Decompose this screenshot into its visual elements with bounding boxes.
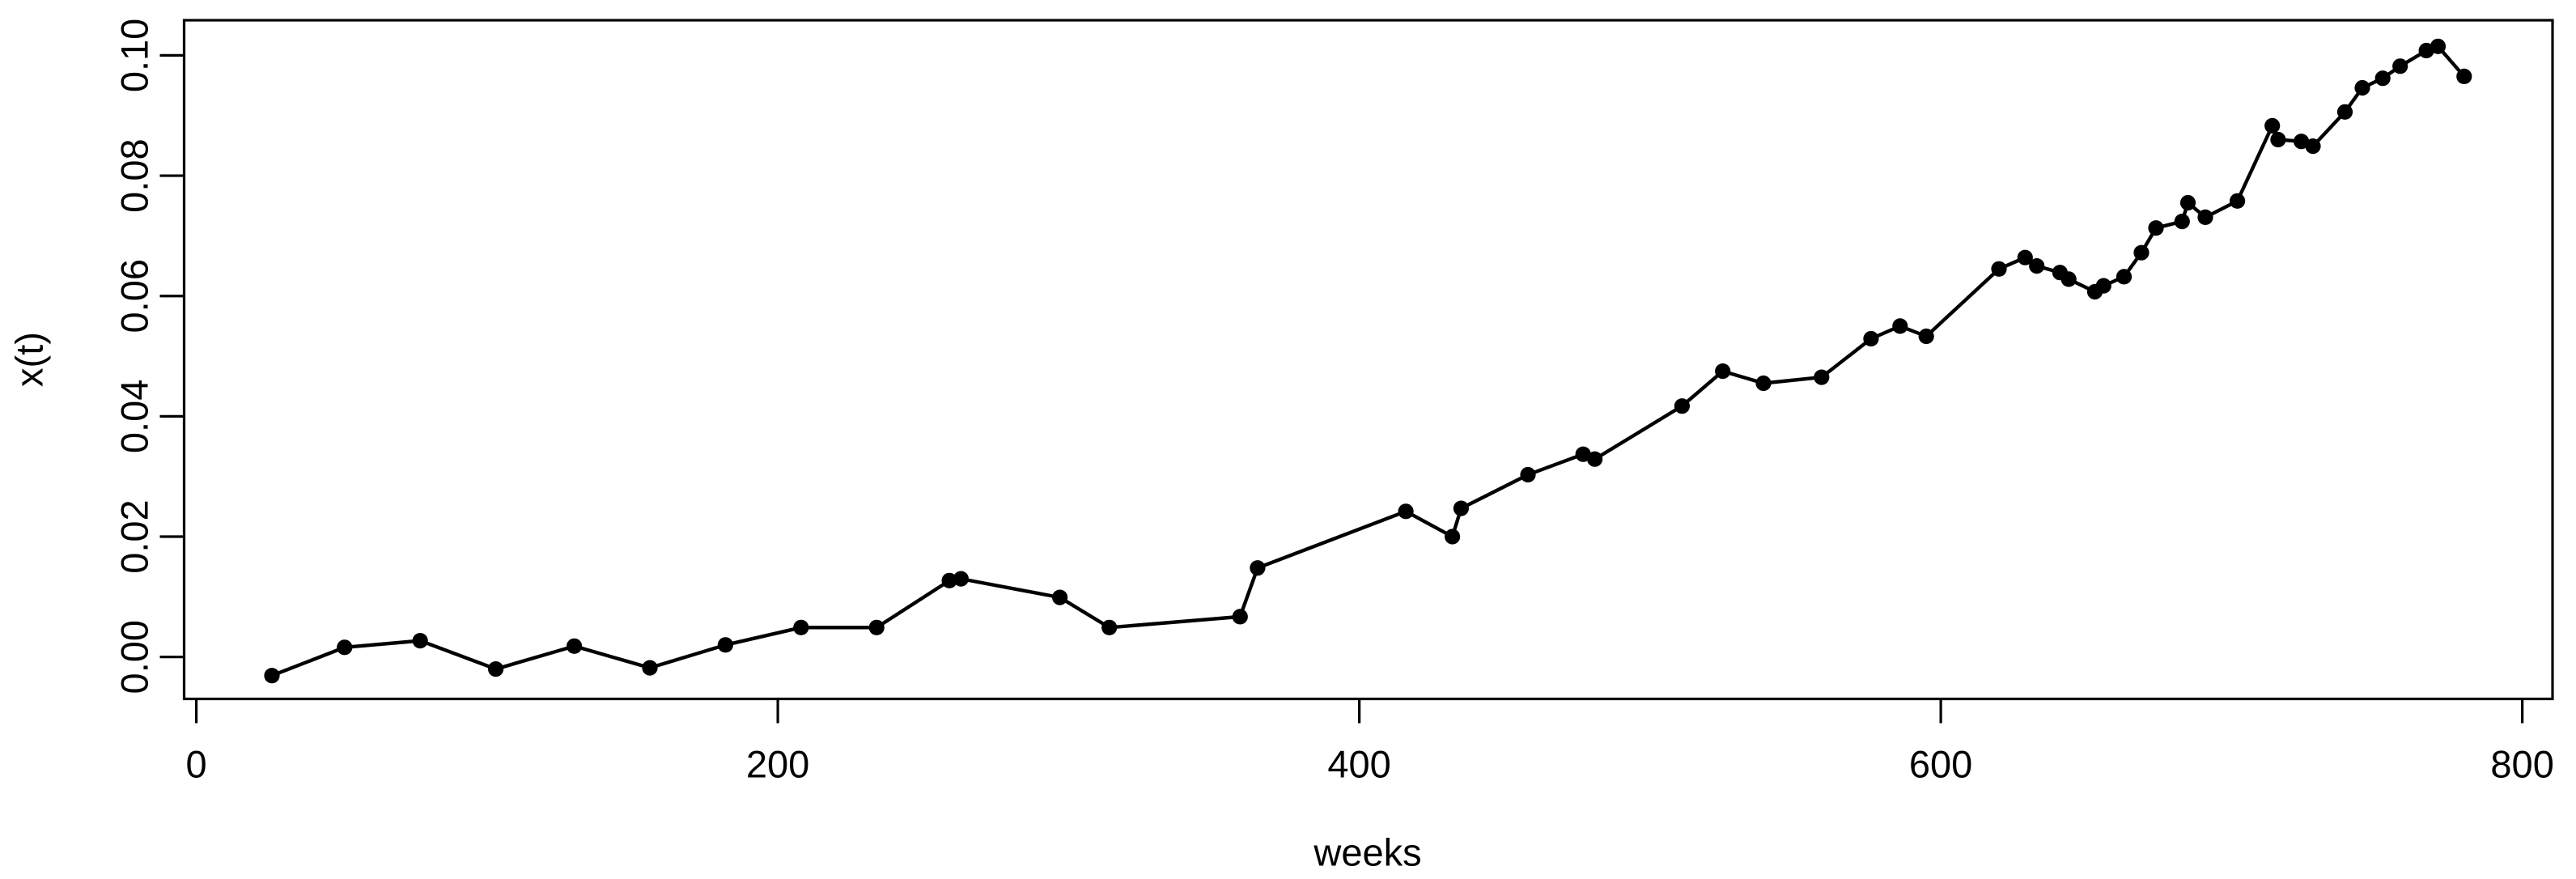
data-point bbox=[2174, 214, 2190, 230]
data-point bbox=[337, 639, 353, 656]
x-axis-title: weeks bbox=[1313, 830, 1421, 873]
data-point bbox=[1674, 398, 1690, 414]
data-point bbox=[1232, 609, 1248, 625]
x-tick-label: 400 bbox=[1327, 742, 1390, 785]
data-point bbox=[2418, 42, 2434, 59]
plot-box bbox=[182, 19, 2554, 701]
y-tick-label: 0.06 bbox=[112, 259, 155, 333]
y-tick-label: 0.04 bbox=[112, 380, 155, 453]
data-point bbox=[1575, 446, 1591, 462]
data-point bbox=[2179, 194, 2196, 211]
data-point bbox=[1715, 363, 1731, 380]
data-point bbox=[1453, 500, 1469, 516]
data-point bbox=[1101, 619, 1118, 635]
x-tick-label: 600 bbox=[1909, 742, 1972, 785]
data-point bbox=[488, 661, 504, 677]
data-point bbox=[642, 660, 658, 676]
data-point bbox=[2392, 58, 2408, 74]
series-connector-line bbox=[269, 45, 2467, 677]
data-point bbox=[2197, 209, 2213, 225]
y-tick-label: 0.00 bbox=[112, 620, 155, 694]
data-point bbox=[941, 572, 957, 588]
data-point bbox=[2456, 68, 2472, 84]
data-point bbox=[2116, 269, 2133, 285]
data-point bbox=[1863, 330, 1879, 347]
data-point bbox=[1052, 589, 1068, 605]
data-point bbox=[2060, 271, 2077, 287]
data-point bbox=[868, 619, 885, 635]
data-point bbox=[2430, 38, 2447, 54]
data-point bbox=[2374, 70, 2391, 87]
data-point bbox=[2029, 258, 2045, 274]
data-point bbox=[2095, 278, 2111, 294]
data-point bbox=[2336, 104, 2353, 120]
data-point bbox=[2230, 193, 2246, 209]
data-point bbox=[1250, 560, 1266, 576]
data-point bbox=[1520, 466, 1536, 483]
y-tick-label: 0.10 bbox=[112, 19, 155, 92]
y-tick-label: 0.02 bbox=[112, 499, 155, 573]
data-point bbox=[1398, 503, 1414, 520]
data-point bbox=[1587, 451, 1603, 467]
data-point bbox=[953, 571, 969, 587]
y-axis: 0.00 0.02 0.04 0.06 0.08 0.10 bbox=[112, 19, 185, 694]
data-point bbox=[2133, 244, 2149, 261]
data-point bbox=[412, 633, 428, 649]
data-point bbox=[1892, 318, 1908, 334]
y-tick-label: 0.08 bbox=[112, 138, 155, 212]
data-point bbox=[2270, 131, 2286, 148]
data-point bbox=[2148, 220, 2164, 236]
data-point bbox=[2305, 138, 2321, 155]
data-point bbox=[2354, 79, 2370, 96]
data-point bbox=[1755, 375, 1772, 392]
x-tick-label: 200 bbox=[746, 742, 809, 785]
x-tick-label: 800 bbox=[2490, 742, 2553, 785]
data-point bbox=[567, 638, 583, 654]
data-point bbox=[1814, 369, 1830, 385]
x-tick-label: 0 bbox=[186, 742, 207, 785]
data-series bbox=[264, 38, 2472, 684]
x-axis: 0 200 400 600 800 bbox=[186, 699, 2554, 785]
data-point bbox=[2017, 249, 2033, 265]
data-point bbox=[1445, 529, 1461, 545]
data-point bbox=[793, 619, 809, 635]
y-axis-title: x(t) bbox=[7, 332, 50, 387]
data-point bbox=[717, 637, 734, 653]
data-point bbox=[1918, 328, 1934, 345]
data-point bbox=[1991, 261, 2007, 277]
data-point bbox=[264, 668, 280, 684]
data-point bbox=[2294, 134, 2310, 150]
data-point bbox=[2264, 117, 2281, 134]
